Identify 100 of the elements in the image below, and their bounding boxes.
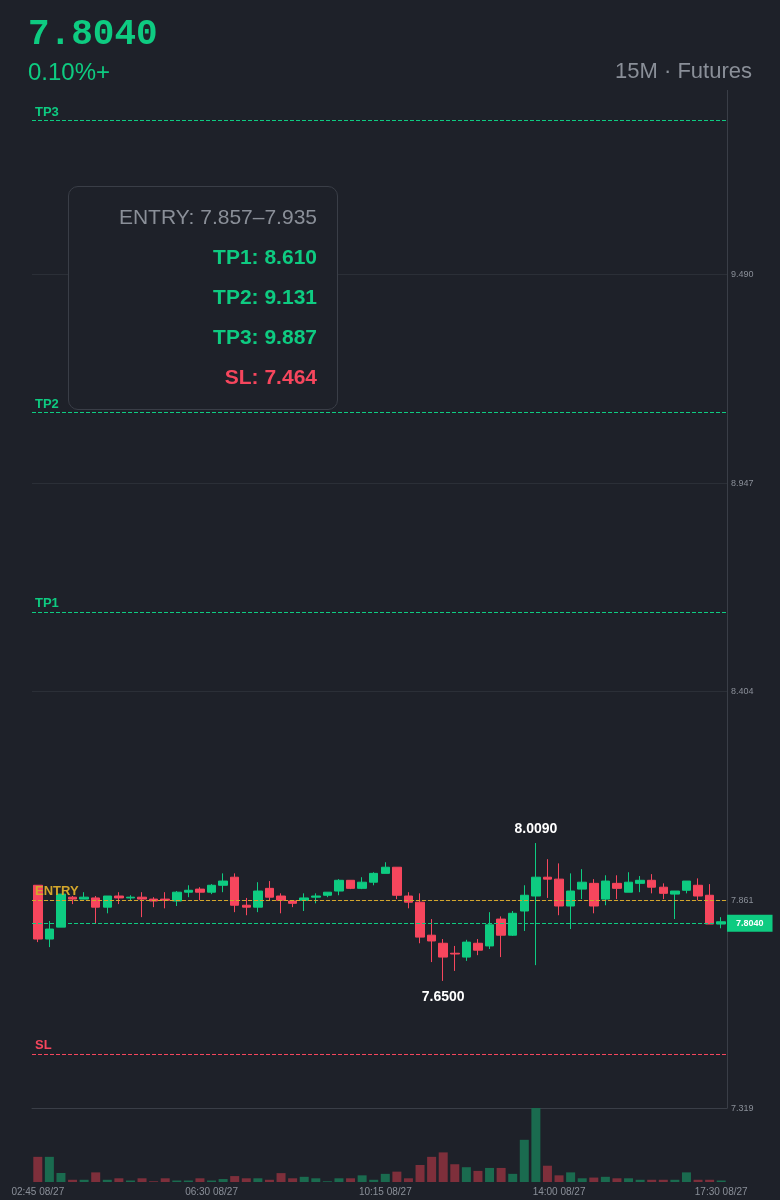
candlestick bbox=[160, 891, 170, 909]
candlestick bbox=[288, 900, 297, 908]
candlestick bbox=[438, 938, 448, 982]
candlestick bbox=[357, 876, 367, 890]
candlestick bbox=[184, 884, 193, 898]
annotation: TP2: 9.131 bbox=[212, 284, 317, 310]
candlestick bbox=[369, 871, 378, 886]
bar bbox=[531, 1108, 541, 1182]
bar bbox=[68, 1179, 78, 1182]
bar bbox=[102, 1179, 112, 1182]
candlestick bbox=[473, 938, 483, 956]
text: 15M · Futures bbox=[615, 58, 752, 84]
annotation: ENTRY: 7.857–7.935 bbox=[117, 204, 317, 230]
y-tick-label: 9.490 bbox=[731, 269, 754, 280]
bar bbox=[195, 1178, 205, 1182]
candlestick bbox=[462, 939, 471, 962]
bar bbox=[600, 1176, 610, 1182]
bar bbox=[496, 1167, 506, 1182]
bar bbox=[218, 1179, 228, 1182]
y-tick-label: 8.947 bbox=[731, 477, 754, 488]
bar bbox=[589, 1177, 599, 1182]
bar bbox=[288, 1178, 298, 1182]
bar bbox=[658, 1179, 668, 1182]
bar bbox=[91, 1172, 101, 1182]
bar bbox=[403, 1178, 413, 1182]
candlestick bbox=[659, 882, 668, 900]
ref-line-label: TP2 bbox=[35, 395, 59, 411]
candlestick bbox=[404, 891, 413, 909]
ref-line-label: TP1 bbox=[35, 595, 59, 611]
candlestick bbox=[589, 878, 599, 914]
candlestick bbox=[624, 871, 633, 893]
candlestick bbox=[647, 873, 656, 894]
candlestick bbox=[137, 891, 147, 918]
candlestick bbox=[381, 861, 390, 874]
candlestick bbox=[242, 897, 251, 916]
candlestick bbox=[91, 895, 100, 924]
y-tick-label: 8.404 bbox=[731, 686, 754, 697]
candlestick bbox=[299, 892, 309, 912]
candlestick bbox=[172, 890, 182, 907]
bar bbox=[612, 1178, 622, 1182]
bar bbox=[624, 1178, 634, 1182]
bar bbox=[241, 1178, 251, 1182]
bar bbox=[438, 1152, 448, 1182]
candlestick bbox=[79, 891, 89, 900]
bar bbox=[485, 1167, 495, 1182]
candlestick bbox=[670, 890, 680, 920]
bar bbox=[160, 1178, 170, 1182]
x-tick-label: 14:00 08/27 bbox=[532, 1185, 586, 1197]
candlestick bbox=[114, 891, 124, 905]
bar bbox=[577, 1178, 587, 1182]
x-tick-label: 10:15 08/27 bbox=[358, 1185, 413, 1197]
bar bbox=[670, 1179, 680, 1182]
candlestick bbox=[415, 892, 425, 944]
bar bbox=[33, 1156, 43, 1182]
bar bbox=[415, 1164, 425, 1182]
candlestick bbox=[218, 872, 228, 893]
bar bbox=[693, 1179, 703, 1182]
candlestick bbox=[693, 877, 703, 901]
bar bbox=[334, 1178, 344, 1182]
bar bbox=[392, 1171, 402, 1182]
ref-line-label: TP3 bbox=[35, 103, 59, 119]
bar bbox=[369, 1179, 379, 1182]
bar bbox=[44, 1156, 54, 1182]
bar bbox=[473, 1170, 483, 1182]
candlestick bbox=[311, 892, 321, 904]
candlestick bbox=[207, 883, 216, 895]
candlestick bbox=[427, 918, 436, 963]
candlestick bbox=[126, 894, 135, 902]
bar bbox=[450, 1164, 460, 1182]
bar bbox=[276, 1173, 286, 1182]
bar bbox=[299, 1176, 309, 1182]
bar bbox=[554, 1175, 564, 1182]
bar bbox=[508, 1173, 518, 1182]
bar bbox=[380, 1173, 390, 1182]
x-tick-label: 06:30 08/27 bbox=[185, 1185, 239, 1197]
candlestick bbox=[323, 891, 332, 898]
candlestick bbox=[103, 895, 112, 914]
x-tick-label: 02:45 08/27 bbox=[11, 1185, 65, 1197]
y-tick-label: 7.861 bbox=[731, 894, 754, 905]
bar bbox=[427, 1156, 437, 1182]
chart-title: 7.8040 bbox=[28, 14, 158, 55]
bar bbox=[137, 1178, 147, 1182]
candlestick bbox=[496, 915, 506, 958]
annotation: 7.6500 bbox=[421, 987, 465, 1004]
bar bbox=[542, 1165, 552, 1182]
y-tick-label: 7.319 bbox=[731, 1103, 754, 1113]
annotation: SL: 7.464 bbox=[223, 364, 317, 390]
bar bbox=[56, 1173, 66, 1182]
bar bbox=[230, 1176, 240, 1182]
annotation: TP1: 8.610 bbox=[212, 244, 317, 270]
bar bbox=[311, 1178, 321, 1182]
candlestick bbox=[276, 892, 286, 914]
bar bbox=[264, 1179, 274, 1182]
bar bbox=[253, 1178, 263, 1182]
chart-subtitle: 0.10%+ bbox=[28, 58, 111, 86]
candlestick bbox=[230, 872, 239, 913]
candlestick bbox=[635, 875, 645, 893]
bar bbox=[566, 1172, 576, 1182]
candlestick bbox=[612, 874, 622, 900]
bar bbox=[114, 1178, 124, 1182]
